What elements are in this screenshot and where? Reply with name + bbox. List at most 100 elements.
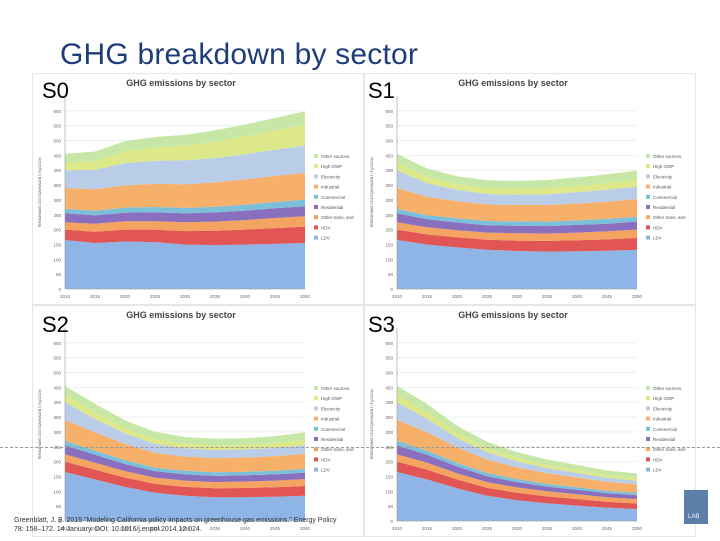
y-tick-label: 50	[388, 272, 394, 277]
y-tick-label: 500	[53, 139, 61, 144]
x-tick-label: 2020	[120, 294, 131, 299]
y-tick-label: 400	[385, 400, 393, 405]
legend-swatch	[646, 437, 650, 441]
y-tick-label: 250	[385, 213, 393, 218]
y-tick-label: 350	[53, 183, 61, 188]
legend-item: Other trans, and	[653, 215, 686, 220]
legend-item: Electricity	[321, 174, 341, 179]
legend-item: Other sources	[653, 386, 682, 391]
y-tick-label: 450	[53, 153, 61, 158]
chart-s1: GHG emissions by sector TERAGRAMS CO2 EQU…	[370, 78, 686, 299]
y-tick-label: 600	[385, 109, 393, 114]
legend-item: High GWP	[321, 396, 342, 401]
legend-item: Commercial	[321, 427, 345, 432]
legend-item: HDV	[653, 457, 663, 462]
x-tick-label: 2045	[602, 294, 613, 299]
legend-swatch	[314, 194, 318, 199]
y-tick-label: 50	[388, 504, 394, 509]
legend-swatch	[646, 154, 650, 158]
legend-swatch	[646, 194, 650, 199]
area-other_sources	[65, 111, 305, 163]
legend-swatch	[646, 235, 650, 240]
x-tick-label: 2025	[150, 526, 161, 531]
y-tick-label: 400	[53, 400, 61, 405]
legend-item: Other trans, and	[321, 215, 354, 220]
divider-line	[0, 447, 720, 448]
area-hdv	[65, 226, 305, 246]
area-hdv	[65, 461, 305, 498]
legend-item: High GWP	[321, 164, 342, 169]
legend-swatch	[646, 386, 650, 390]
legend-swatch	[314, 154, 318, 158]
legend-item: Other trans, and	[653, 447, 686, 452]
legend-item: Other trans, and	[321, 447, 354, 452]
y-tick-label: 150	[53, 242, 61, 247]
area-industrial	[65, 172, 305, 211]
x-tick-label: 2020	[452, 526, 463, 531]
legend-item: Industrial	[321, 417, 339, 422]
y-axis-label: TERAGRAMS CO2 EQUIVALENT (Tg CO2e)	[370, 389, 374, 460]
y-tick-label: 550	[385, 124, 393, 129]
y-tick-label: 0	[390, 287, 393, 292]
chart-title: GHG emissions by sector	[126, 310, 236, 320]
area-ldv	[65, 240, 305, 289]
x-tick-label: 2020	[452, 294, 463, 299]
legend-swatch	[646, 164, 650, 169]
x-tick-label: 2045	[270, 526, 281, 531]
x-tick-label: 2015	[422, 526, 433, 531]
x-tick-label: 2015	[90, 526, 101, 531]
x-tick-label: 2020	[120, 526, 131, 531]
x-tick-label: 2050	[300, 294, 311, 299]
legend-swatch	[314, 416, 318, 421]
legend-item: LDV	[653, 468, 662, 473]
y-tick-label: 200	[385, 460, 393, 465]
y-tick-label: 300	[53, 198, 61, 203]
legend-item: Electricity	[321, 406, 341, 411]
y-tick-label: 100	[385, 489, 393, 494]
y-tick-label: 550	[53, 356, 61, 361]
y-tick-label: 0	[58, 287, 61, 292]
chart-s2: GHG emissions by sector TERAGRAMS CO2 EQU…	[38, 310, 354, 531]
legend-swatch	[314, 457, 318, 462]
legend-swatch	[314, 426, 318, 431]
legend-swatch	[314, 386, 318, 390]
x-tick-label: 2040	[572, 526, 583, 531]
legend-swatch	[646, 457, 650, 462]
x-tick-label: 2015	[422, 294, 433, 299]
legend-swatch	[646, 406, 650, 411]
y-tick-label: 450	[385, 153, 393, 158]
y-tick-label: 600	[53, 341, 61, 346]
panel-s2: GHG emissions by sector TERAGRAMS CO2 EQU…	[32, 305, 364, 537]
area-hdv	[397, 461, 637, 510]
legend-swatch	[314, 205, 318, 209]
y-tick-label: 150	[53, 474, 61, 479]
legend-item: Commercial	[321, 195, 345, 200]
legend-swatch	[314, 174, 318, 179]
y-tick-label: 0	[58, 519, 61, 524]
y-tick-label: 400	[385, 168, 393, 173]
x-tick-label: 2040	[572, 294, 583, 299]
y-tick-label: 600	[53, 109, 61, 114]
lab-logo-text: LAB	[688, 514, 700, 520]
y-tick-label: 350	[53, 415, 61, 420]
area-industrial	[397, 188, 637, 222]
area-residential	[397, 445, 637, 499]
legend-item: LDV	[321, 468, 330, 473]
area-industrial	[397, 420, 637, 493]
scenario-label-s3: S3	[368, 312, 395, 337]
x-tick-label: 2030	[180, 294, 191, 299]
y-tick-label: 500	[385, 139, 393, 144]
y-axis-label: TERAGRAMS CO2 EQUIVALENT (Tg CO2e)	[38, 389, 42, 460]
legend-item: High GWP	[653, 164, 674, 169]
legend-swatch	[314, 467, 318, 472]
legend-swatch	[314, 396, 318, 401]
legend-swatch	[646, 205, 650, 209]
x-tick-label: 2050	[300, 526, 311, 531]
area-residential	[65, 445, 305, 483]
legend-swatch	[646, 426, 650, 431]
scenario-label-s0: S0	[42, 78, 69, 103]
x-tick-label: 2025	[482, 294, 493, 299]
area-ldv	[397, 240, 637, 289]
legend-item: Commercial	[653, 427, 677, 432]
area-ldv	[397, 472, 637, 521]
